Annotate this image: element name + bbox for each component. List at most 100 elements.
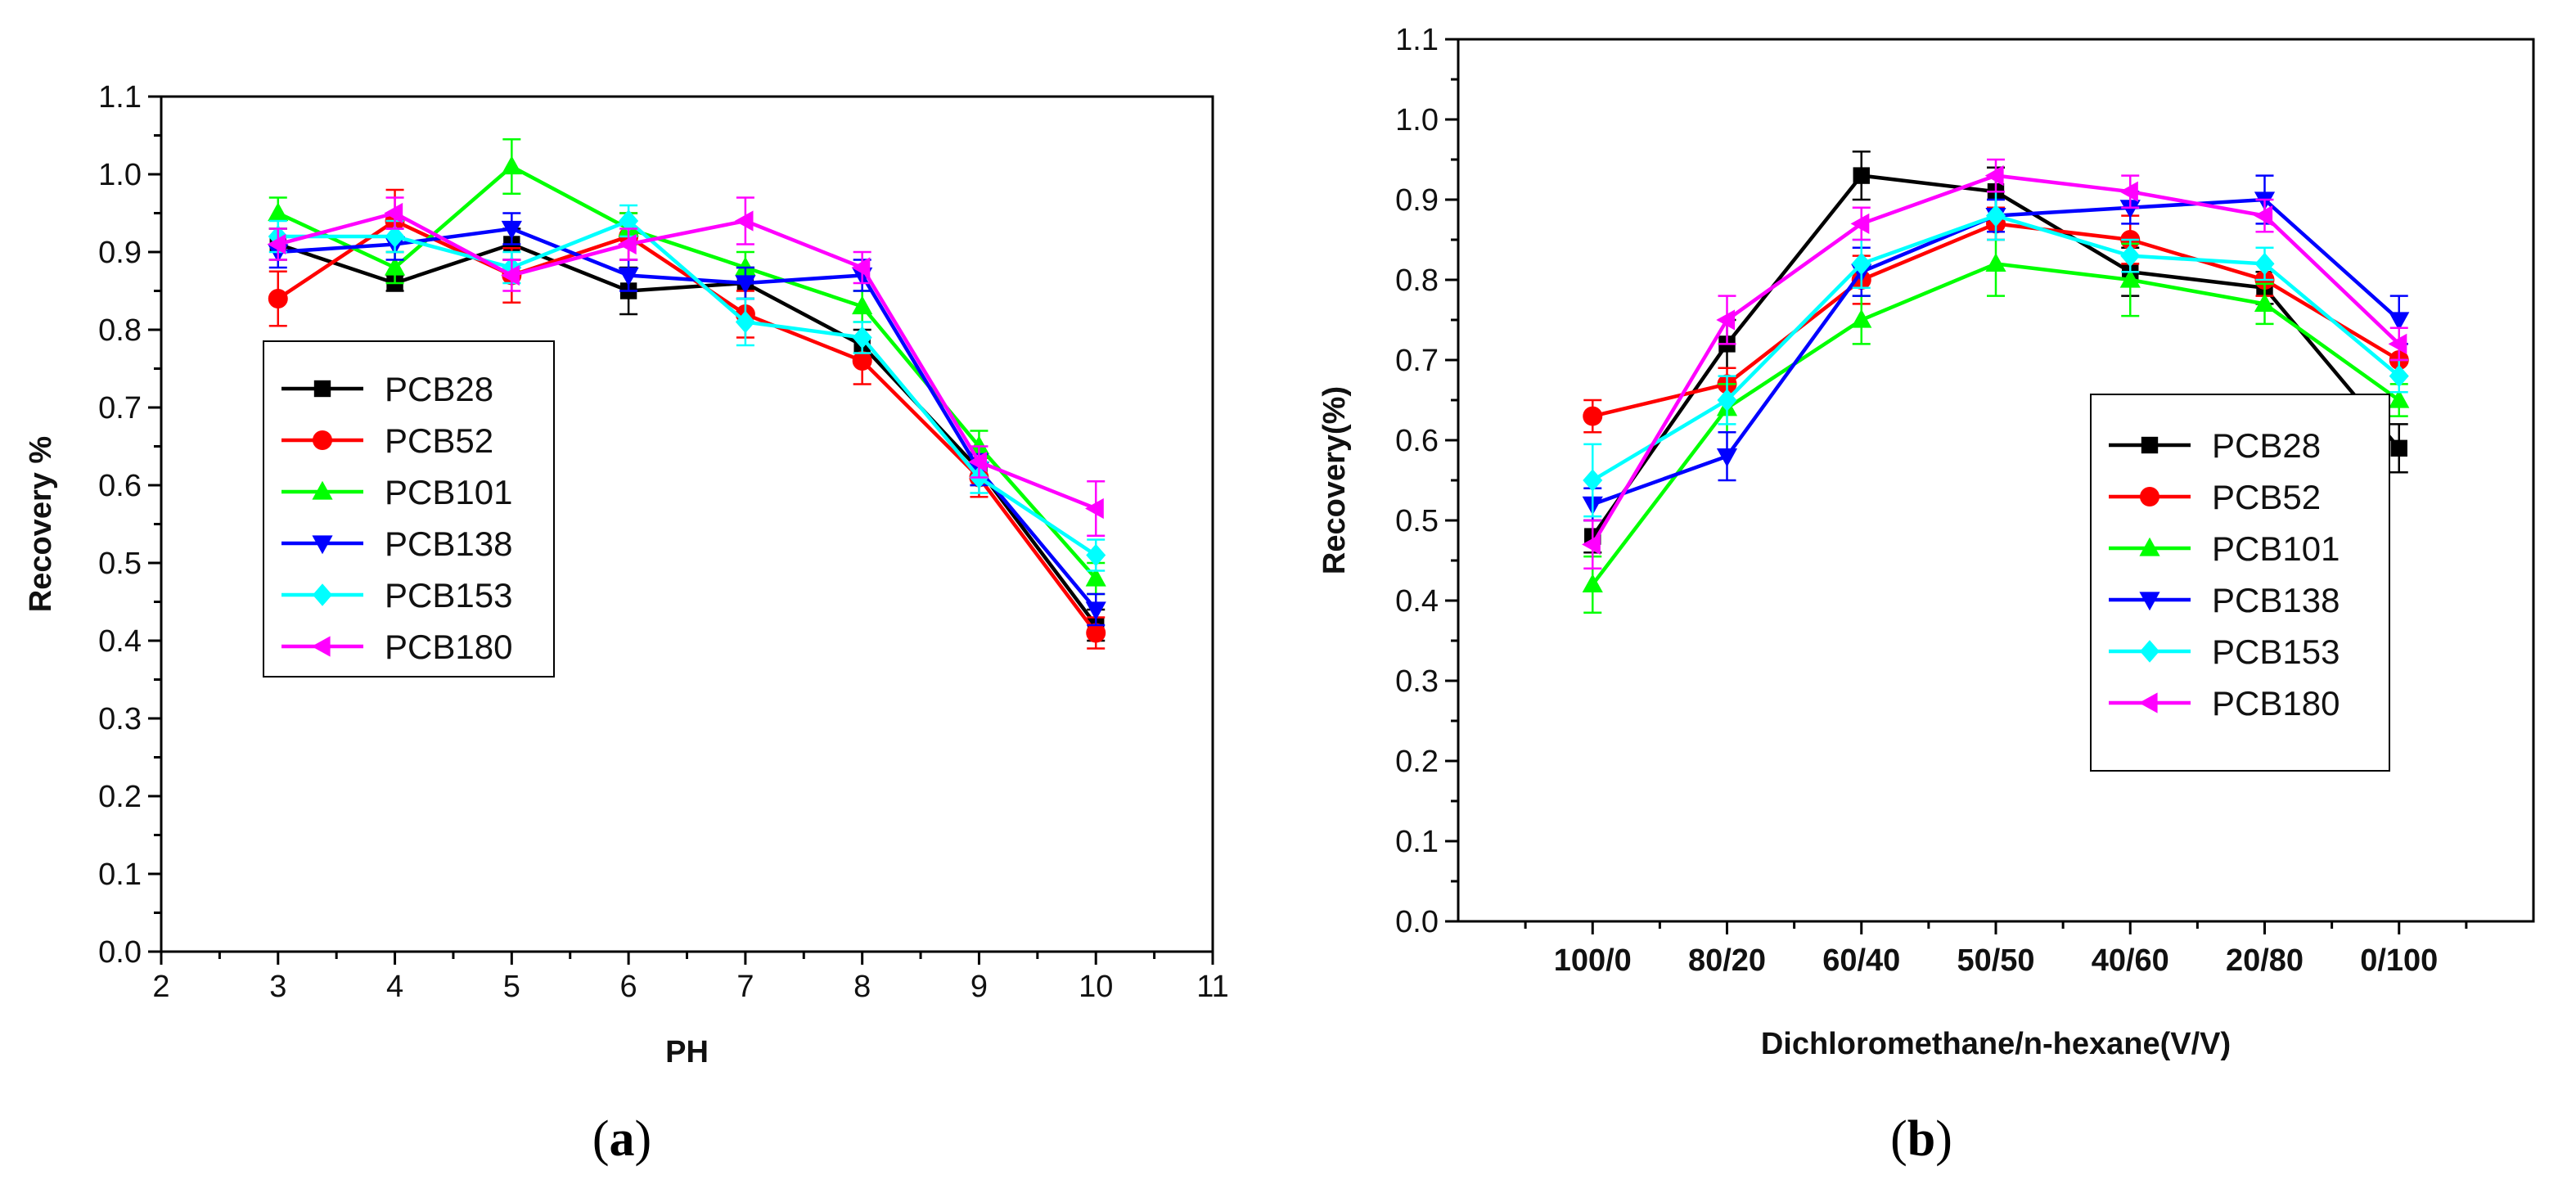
legend-marker <box>2141 436 2159 454</box>
data-point <box>1085 497 1104 520</box>
x-tick-label: 7 <box>736 970 754 1004</box>
data-point <box>1582 574 1603 592</box>
data-point <box>1716 309 1736 331</box>
legend-label: PCB180 <box>385 628 512 666</box>
data-point <box>2254 205 2273 227</box>
data-point <box>968 435 990 455</box>
x-tick-label: 9 <box>971 970 988 1004</box>
data-point <box>2389 364 2409 388</box>
data-point <box>501 264 520 286</box>
legend-marker <box>312 535 333 555</box>
y-tick-label: 0.0 <box>1395 905 1439 939</box>
y-tick-label: 0.4 <box>1395 584 1439 619</box>
legend-label: PCB52 <box>385 421 493 460</box>
data-point <box>1851 252 1871 276</box>
data-point <box>617 233 637 255</box>
legend-label: PCB28 <box>385 370 493 408</box>
legend: PCB28 PCB52 PCB101 PCB138 PCB153 PCB180 <box>263 340 555 678</box>
data-point <box>618 267 639 286</box>
data-point <box>1085 567 1106 587</box>
x-tick-label: 4 <box>386 970 403 1004</box>
data-point <box>384 202 403 224</box>
y-tick-label: 1.0 <box>1395 103 1439 137</box>
data-point <box>268 289 288 308</box>
x-tick-label: 10 <box>1079 970 1113 1004</box>
data-point <box>1850 213 1870 234</box>
data-point <box>501 220 522 240</box>
data-point <box>2390 439 2407 457</box>
data-point <box>2119 200 2141 218</box>
series-line <box>277 211 1097 511</box>
y-tick-label: 0.5 <box>1395 504 1439 538</box>
series-pcb101 <box>268 138 1106 596</box>
legend-marker <box>2139 537 2160 556</box>
panel-label-letter: b <box>1907 1111 1935 1167</box>
series-line <box>277 218 1098 634</box>
y-tick-label: 0.0 <box>98 935 142 970</box>
data-point <box>735 275 756 295</box>
legend-label: PCB153 <box>385 576 512 615</box>
y-tick-label: 0.5 <box>98 547 142 581</box>
x-tick-label: 6 <box>620 970 637 1004</box>
data-point <box>734 210 754 232</box>
data-point <box>384 256 406 276</box>
y-tick-label: 0.1 <box>1395 825 1439 859</box>
legend-label: PCB138 <box>385 524 512 563</box>
panel-label-close: ) <box>1935 1111 1952 1167</box>
data-point <box>268 202 289 222</box>
data-point <box>385 225 405 248</box>
legend-marker <box>2140 640 2159 663</box>
data-point <box>2119 181 2138 202</box>
x-axis-title: Dichloromethane/n-hexane(V/V) <box>1761 1027 2231 1061</box>
legend-label: PCB101 <box>385 473 512 511</box>
data-point <box>2388 333 2407 354</box>
x-tick-label: 50/50 <box>1957 943 2034 978</box>
x-tick-label: 11 <box>1196 970 1228 1004</box>
data-point <box>2120 244 2141 268</box>
x-tick-label: 40/60 <box>2092 943 2169 978</box>
y-axis-title: Recovery(%) <box>1317 386 1352 574</box>
legend-label: PCB101 <box>2212 529 2340 568</box>
y-axis-title: Recovery % <box>24 436 58 612</box>
y-tick-label: 0.6 <box>1395 424 1439 458</box>
legend-label: PCB28 <box>2212 426 2321 465</box>
x-tick-label: 3 <box>269 970 286 1004</box>
y-tick-label: 0.9 <box>98 236 142 270</box>
data-point <box>851 257 871 278</box>
legend-marker <box>313 430 332 450</box>
series-line <box>277 242 1098 627</box>
y-tick-label: 1.1 <box>98 80 142 115</box>
y-tick-label: 1.0 <box>98 158 142 192</box>
x-tick-label: 0/100 <box>2360 943 2438 978</box>
data-point <box>1985 253 2006 272</box>
panel-label: (b) <box>1890 1111 1952 1167</box>
y-tick-label: 0.7 <box>1395 344 1439 378</box>
chart-b: 0.0 0.1 0.2 0.3 0.4 0.5 0.6 0.7 0.8 0.9 1.0 1.1 100/… <box>1317 23 2535 1167</box>
legend-label: PCB153 <box>2212 633 2340 671</box>
data-point <box>619 209 639 232</box>
data-point <box>735 256 756 276</box>
x-tick-label: 20/80 <box>2226 943 2304 978</box>
legend-box <box>263 340 555 678</box>
y-tick-label: 0.4 <box>98 624 142 659</box>
x-axis-title: PH <box>665 1035 709 1069</box>
data-point <box>1853 167 1870 184</box>
data-point <box>968 451 988 473</box>
data-point <box>1583 469 1603 492</box>
x-tick-label: 5 <box>503 970 520 1004</box>
legend-marker <box>2139 592 2160 611</box>
legend-marker <box>313 583 332 606</box>
data-point <box>1583 406 1603 426</box>
legend: PCB28 PCB52 PCB101 PCB138 PCB153 PCB180 <box>2090 394 2390 772</box>
y-tick-label: 0.9 <box>1395 183 1439 218</box>
data-point <box>2389 312 2410 331</box>
panel-label-open: ( <box>1890 1111 1907 1167</box>
y-tick-label: 0.2 <box>1395 745 1439 779</box>
x-tick-label: 2 <box>152 970 169 1004</box>
y-tick-label: 0.6 <box>98 469 142 503</box>
series-pcb153 <box>1583 190 2409 518</box>
data-point <box>1085 601 1106 621</box>
data-point <box>735 310 755 334</box>
data-point <box>2119 268 2141 288</box>
data-point <box>501 155 522 175</box>
